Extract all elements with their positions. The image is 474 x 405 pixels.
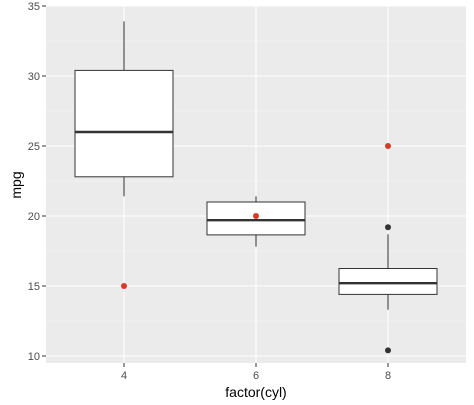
x-tick-label: 6 — [253, 370, 259, 382]
x-tick-label: 8 — [385, 370, 391, 382]
y-tick-label: 25 — [28, 141, 40, 153]
box-iqr — [338, 268, 438, 295]
y-tick-label: 20 — [28, 211, 40, 223]
y-tick-label: 10 — [28, 351, 40, 363]
y-tick-label: 30 — [28, 71, 40, 83]
box-iqr — [74, 69, 174, 178]
y-axis-title: mpg — [8, 171, 24, 198]
outlier-point — [385, 347, 391, 354]
x-tick-label: 4 — [121, 370, 127, 382]
y-tick-label: 15 — [28, 281, 40, 293]
outlier-point — [385, 224, 391, 231]
highlight-point — [121, 283, 127, 289]
highlight-point — [253, 213, 259, 219]
x-axis-title: factor(cyl) — [225, 384, 286, 400]
highlight-point — [385, 143, 391, 149]
y-tick-label: 35 — [28, 1, 40, 13]
